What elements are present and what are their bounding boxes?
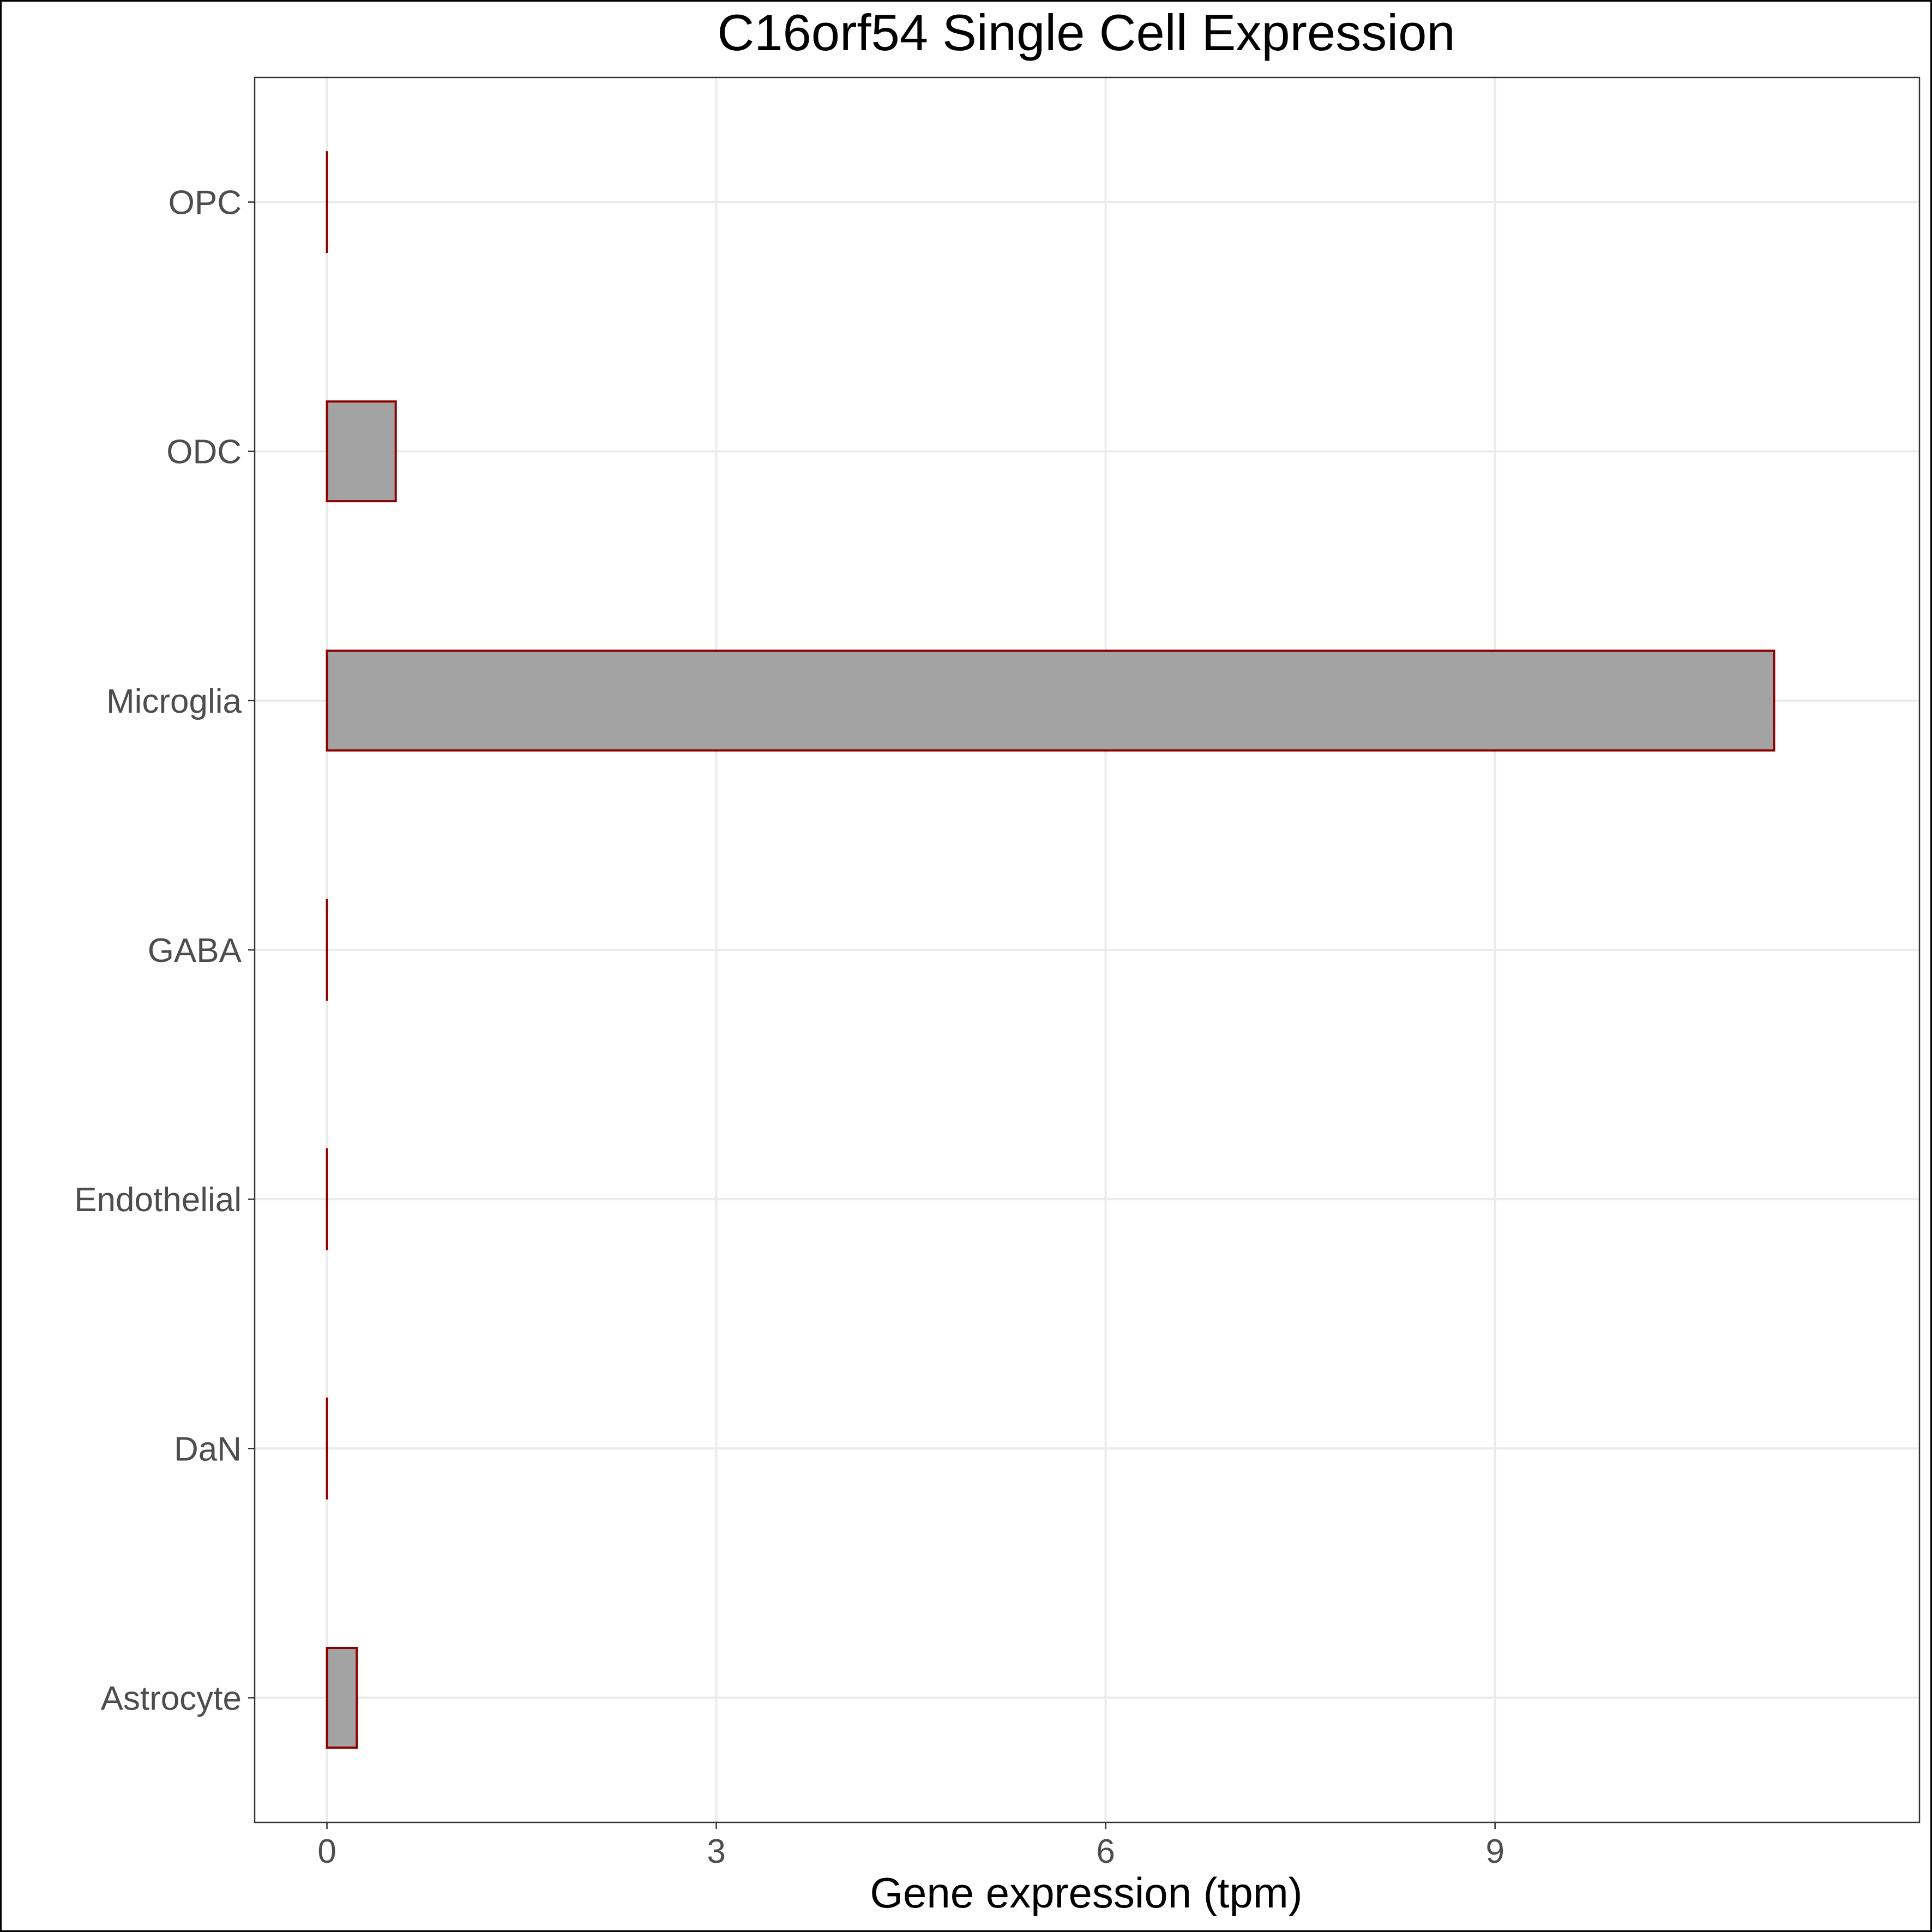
bar-astrocyte	[326, 1647, 358, 1749]
y-tick-label: OPC	[168, 184, 242, 222]
x-tick-label: 0	[317, 1833, 336, 1870]
y-tick-label: GABA	[148, 932, 242, 970]
y-tick-label: ODC	[166, 434, 242, 471]
x-axis-title: Gene expression (tpm)	[870, 1869, 1302, 1917]
y-axis: Astrocyte DaN Endothelial GABA Microglia ODC O…	[74, 184, 255, 1717]
y-tick-label: DaN	[174, 1430, 242, 1468]
bar-microglia	[326, 649, 1775, 752]
x-tick-label: 3	[707, 1833, 725, 1870]
x-tick-label: 6	[1096, 1833, 1115, 1870]
chart-title: C16orf54 Single Cell Expression	[717, 4, 1455, 61]
x-tick-label: 9	[1485, 1833, 1504, 1870]
y-tick-label: Astrocyte	[101, 1680, 242, 1717]
bar-odc	[326, 400, 397, 503]
x-axis: 0 3 6 9	[317, 1822, 1504, 1870]
bars	[326, 151, 1775, 1749]
y-tick-label: Endothelial	[74, 1181, 242, 1219]
y-tick-label: Microglia	[106, 683, 242, 720]
